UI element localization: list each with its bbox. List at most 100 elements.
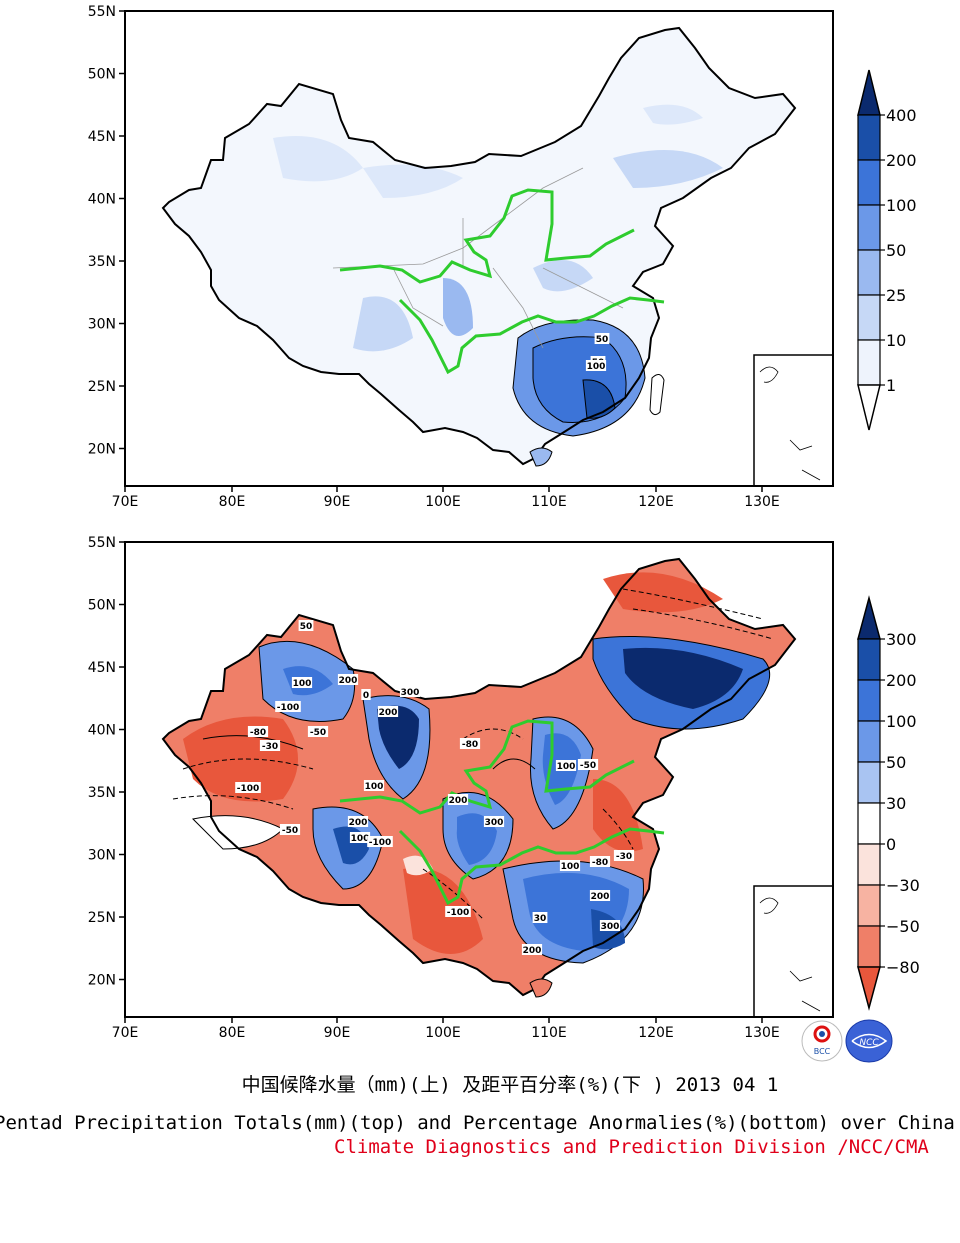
lon-tick-label: 70E xyxy=(112,494,139,510)
colorbar-label: 200 xyxy=(886,151,917,170)
svg-text:100: 100 xyxy=(365,782,384,792)
contour-label: -50 xyxy=(307,726,329,738)
contour-label: 100 xyxy=(555,760,577,772)
yangtze-river-bottom xyxy=(398,827,665,906)
colorbar-label: 10 xyxy=(886,331,906,350)
contour-label: -100 xyxy=(275,701,301,713)
contour-label: 200 xyxy=(447,794,469,806)
svg-text:-80: -80 xyxy=(462,740,478,750)
colorbar-label: −80 xyxy=(886,958,920,977)
colorbar-segment xyxy=(857,720,881,763)
lon-tick-label: 90E xyxy=(324,1025,351,1041)
top-map-contour-labels: 5050100 xyxy=(585,333,610,372)
colorbar-label: 200 xyxy=(886,671,917,690)
svg-text:200: 200 xyxy=(379,708,398,718)
svg-text:-80: -80 xyxy=(250,728,266,738)
bottom-map: 55N 50N 45N 40N 35N 30N 25N 20N 70E 80E 90E 100E 110… xyxy=(88,535,920,1041)
colorbar-segment xyxy=(857,884,881,927)
colorbar-segment xyxy=(857,761,881,804)
svg-text:-100: -100 xyxy=(277,703,300,713)
colorbar-label: 400 xyxy=(886,106,917,125)
svg-text:100: 100 xyxy=(587,362,606,372)
lat-tick-label: 20N xyxy=(88,973,116,989)
contour-label: 200 xyxy=(347,816,369,828)
bottom-south-china-sea-inset xyxy=(753,885,833,1017)
colorbar-label: 25 xyxy=(886,286,906,305)
svg-text:0: 0 xyxy=(363,691,369,701)
bottom-map-frame xyxy=(124,541,834,1018)
lat-tick-label: 25N xyxy=(88,910,116,926)
lon-tick-label: 120E xyxy=(638,494,674,510)
lat-tick-label: 20N xyxy=(88,442,116,458)
contour-label: 30 xyxy=(532,912,548,924)
colorbar-label: 30 xyxy=(886,794,906,813)
top-colorbar: 400 200 100 50 25 10 1 xyxy=(857,69,917,431)
lat-tick-label: 30N xyxy=(88,848,116,864)
svg-text:-50: -50 xyxy=(580,761,596,771)
colorbar-arrow-top xyxy=(857,69,881,116)
contour-label: -100 xyxy=(235,782,261,794)
lon-tick-label: 70E xyxy=(112,1025,139,1041)
lon-tick-label: 80E xyxy=(219,1025,246,1041)
colorbar-label: 100 xyxy=(886,712,917,731)
colorbar-label: 300 xyxy=(886,630,917,649)
svg-text:300: 300 xyxy=(485,818,504,828)
svg-text:200: 200 xyxy=(349,818,368,828)
lon-tick-label: 130E xyxy=(744,1025,780,1041)
svg-text:200: 200 xyxy=(591,892,610,902)
contour-label: 300 xyxy=(483,816,505,828)
svg-text:100: 100 xyxy=(557,762,576,772)
svg-text:-50: -50 xyxy=(282,826,298,836)
colorbar-label: 100 xyxy=(886,196,917,215)
colorbar-segment xyxy=(857,638,881,681)
contour-label: 200 xyxy=(337,674,359,686)
bcc-logo-text: BCC xyxy=(814,1047,831,1056)
contour-label: -50 xyxy=(577,759,599,771)
svg-text:50: 50 xyxy=(596,335,609,345)
contour-label: 0 xyxy=(361,689,371,701)
contour-label: 200 xyxy=(377,706,399,718)
lat-tick-label: 40N xyxy=(88,192,116,208)
lat-tick-label: 45N xyxy=(88,129,116,145)
svg-text:100: 100 xyxy=(351,834,370,844)
colorbar-label: 0 xyxy=(886,835,896,854)
colorbar-segment xyxy=(857,159,881,206)
lat-tick-label: 30N xyxy=(88,317,116,333)
lat-tick-label: 40N xyxy=(88,723,116,739)
colorbar-segment xyxy=(857,339,881,386)
colorbar-segment xyxy=(857,843,881,886)
contour-label: -80 xyxy=(589,856,611,868)
lat-tick-label: 25N xyxy=(88,379,116,395)
colorbar-label: 50 xyxy=(886,241,906,260)
svg-text:100: 100 xyxy=(561,862,580,872)
lat-tick-label: 35N xyxy=(88,785,116,801)
lon-tick-label: 120E xyxy=(638,1025,674,1041)
colorbar-arrow-top xyxy=(857,595,881,640)
lon-tick-label: 100E xyxy=(425,494,461,510)
colorbar-label: 50 xyxy=(886,753,906,772)
bcc-logo: BCC xyxy=(801,1020,843,1062)
contour-label: -50 xyxy=(279,824,301,836)
svg-text:300: 300 xyxy=(601,922,620,932)
contour-label: 50 xyxy=(594,333,610,345)
svg-text:200: 200 xyxy=(523,946,542,956)
svg-text:-100: -100 xyxy=(237,784,260,794)
svg-text:30: 30 xyxy=(534,914,547,924)
top-map-frame xyxy=(124,10,834,487)
yangtze-river xyxy=(398,296,665,375)
contour-label: -100 xyxy=(367,836,393,848)
colorbar-label: −50 xyxy=(886,917,920,936)
top-map-field xyxy=(162,27,833,486)
svg-text:200: 200 xyxy=(339,676,358,686)
caption-chinese: 中国候降水量（mm)(上) 及距平百分率(%)(下 ) 2013 04 1 xyxy=(241,1074,779,1096)
top-south-china-sea-inset xyxy=(753,354,833,486)
colorbar-segment xyxy=(857,925,881,968)
yellow-river-bottom xyxy=(339,719,635,815)
colorbar-segment xyxy=(857,249,881,296)
contour-label: -30 xyxy=(613,850,635,862)
colorbar-segment xyxy=(857,294,881,341)
svg-text:-30: -30 xyxy=(262,742,278,752)
